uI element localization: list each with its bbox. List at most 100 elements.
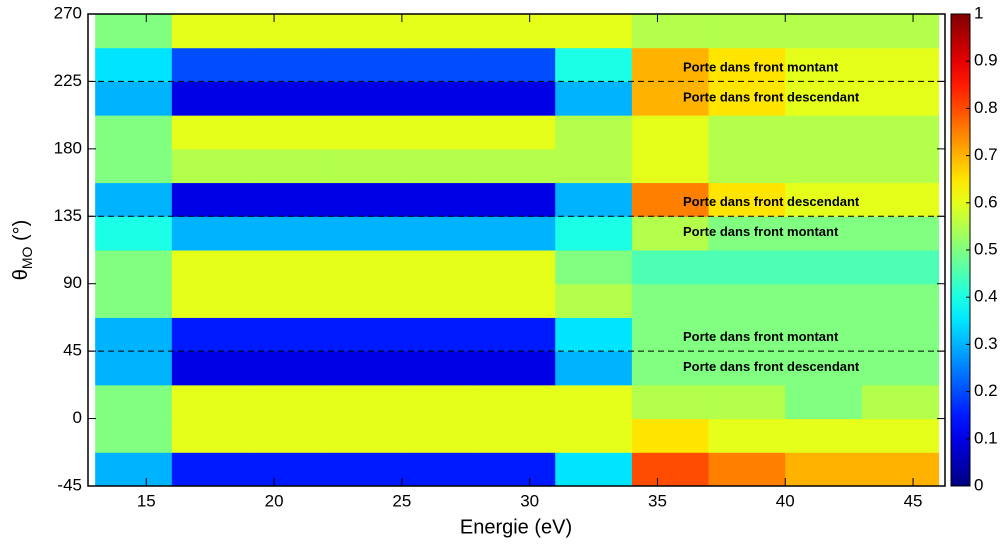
heat-cell: [631, 317, 710, 352]
heat-cell: [785, 351, 863, 386]
heat-cell: [401, 384, 480, 420]
heat-cell: [248, 283, 326, 318]
heat-cell: [555, 317, 633, 352]
heat-cell: [95, 384, 173, 420]
heat-cell: [555, 81, 633, 116]
annotation: Porte dans front montant: [683, 329, 839, 344]
heat-cell: [861, 384, 940, 420]
annotation: Porte dans front montant: [683, 59, 839, 74]
heat-cell: [555, 148, 633, 184]
heat-cell: [785, 250, 863, 285]
heat-cell: [861, 182, 940, 217]
heat-cell: [708, 14, 786, 49]
heat-cell: [478, 148, 556, 184]
heat-cell: [171, 317, 250, 352]
colorbar-tick-label: 0.8: [974, 98, 998, 117]
heat-cell: [171, 115, 250, 150]
heat-cell: [248, 148, 326, 184]
heat-cell: [248, 115, 326, 150]
heat-cell: [95, 418, 173, 453]
heat-cell: [785, 182, 863, 217]
colorbar-tick-label: 0.9: [974, 51, 998, 70]
heat-cell: [325, 384, 403, 420]
x-tick-label: 45: [904, 491, 923, 510]
heat-cell: [478, 418, 556, 453]
y-label-sub: MO: [19, 246, 35, 269]
heat-cell: [248, 317, 326, 352]
x-tick-label: 30: [520, 491, 539, 510]
heat-cell: [171, 182, 250, 217]
heat-cell: [861, 148, 940, 184]
heat-cell: [401, 418, 480, 453]
x-tick-label: 25: [392, 491, 411, 510]
heat-cell: [708, 317, 786, 352]
heat-cell: [401, 452, 480, 487]
heat-cell: [171, 351, 250, 386]
heat-cell: [95, 216, 173, 251]
heat-cell: [248, 418, 326, 453]
heat-cell: [785, 384, 863, 420]
heat-cell: [708, 250, 786, 285]
colorbar-tick-label: 0.5: [974, 239, 998, 258]
heat-cell: [248, 216, 326, 251]
heat-cell: [248, 47, 326, 82]
y-axis-label: θMO (°): [10, 220, 34, 281]
heat-cell: [401, 250, 480, 285]
heat-cell: [95, 283, 173, 318]
heat-cell: [171, 216, 250, 251]
heat-cell: [785, 47, 863, 82]
heat-cell: [631, 418, 710, 453]
y-tick-label: 45: [63, 341, 82, 360]
heat-cell: [631, 81, 710, 116]
heat-cell: [708, 452, 786, 487]
heat-cell: [478, 317, 556, 352]
heat-cell: [555, 14, 633, 49]
heat-cell: [325, 14, 403, 49]
heat-cell: [95, 182, 173, 217]
heat-cell: [708, 47, 786, 82]
heat-cell: [861, 115, 940, 150]
heat-cell: [861, 351, 940, 386]
heat-cell: [325, 452, 403, 487]
heat-cell: [478, 14, 556, 49]
heat-cell: [95, 115, 173, 150]
heat-cell: [861, 283, 940, 318]
annotation: Porte dans front descendant: [683, 89, 860, 104]
heat-cell: [785, 148, 863, 184]
x-tick-label: 20: [265, 491, 284, 510]
heat-cell: [631, 452, 710, 487]
heat-cell: [785, 14, 863, 49]
heat-cell: [785, 418, 863, 453]
y-tick-label: 135: [54, 206, 82, 225]
heat-cell: [478, 351, 556, 386]
heat-cell: [861, 452, 940, 487]
heat-cell: [555, 182, 633, 217]
heat-cell: [325, 81, 403, 116]
colorbar-tick-label: 0.6: [974, 192, 998, 211]
x-tick-label: 15: [137, 491, 156, 510]
heat-cell: [248, 182, 326, 217]
heat-cell: [171, 418, 250, 453]
heat-cell: [248, 81, 326, 116]
heat-cell: [555, 452, 633, 487]
heat-cell: [171, 148, 250, 184]
heat-cell: [478, 452, 556, 487]
plot-frame: [87, 13, 946, 487]
heat-cell: [171, 452, 250, 487]
heat-cell: [325, 216, 403, 251]
heat-cell: [95, 351, 173, 386]
heat-cell: [708, 216, 786, 251]
heat-cell: [401, 81, 480, 116]
y-tick-label: -45: [57, 475, 82, 494]
y-tick-label: 180: [54, 138, 82, 157]
heat-cell: [325, 47, 403, 82]
heat-cell: [401, 351, 480, 386]
heat-cell: [248, 384, 326, 420]
heat-cell: [555, 115, 633, 150]
colorbar-tick-label: 1: [974, 3, 983, 22]
heat-cell: [401, 317, 480, 352]
annotation: Porte dans front descendant: [683, 359, 860, 374]
annotation: Porte dans front descendant: [683, 194, 860, 209]
heat-cell: [785, 216, 863, 251]
